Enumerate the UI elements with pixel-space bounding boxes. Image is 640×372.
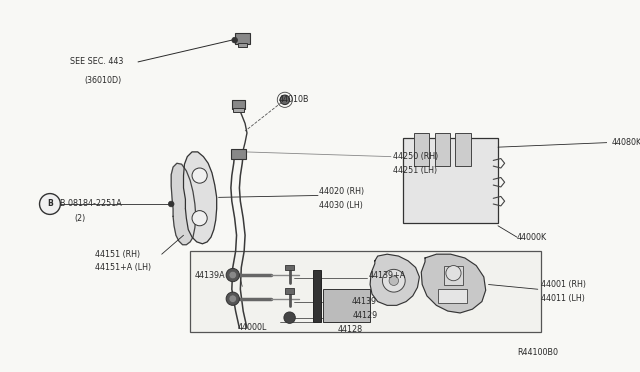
Text: (36010D): (36010D)	[84, 76, 122, 85]
Bar	[232, 100, 245, 109]
Polygon shape	[421, 254, 486, 313]
Text: 44139: 44139	[351, 297, 376, 306]
Text: B 08184-2251A: B 08184-2251A	[60, 199, 122, 208]
Text: B: B	[47, 199, 53, 208]
Text: 44128: 44128	[338, 324, 363, 334]
Text: 44129: 44129	[353, 311, 378, 320]
Circle shape	[383, 269, 405, 292]
Text: R44100B0: R44100B0	[517, 348, 558, 357]
Text: 44030 (LH): 44030 (LH)	[319, 201, 363, 211]
Text: 44000L: 44000L	[237, 323, 267, 332]
Bar	[285, 288, 294, 294]
Circle shape	[192, 211, 207, 226]
Circle shape	[284, 312, 295, 323]
Bar	[413, 133, 429, 166]
Text: 44001 (RH): 44001 (RH)	[541, 280, 586, 289]
Bar	[237, 43, 247, 47]
Text: 44251 (LH): 44251 (LH)	[393, 166, 437, 175]
Bar	[403, 138, 498, 223]
Text: 44010B: 44010B	[278, 95, 308, 104]
Text: (2): (2)	[75, 214, 86, 223]
Bar	[235, 32, 250, 44]
Bar	[444, 266, 463, 285]
Text: 44151+A (LH): 44151+A (LH)	[95, 263, 152, 272]
Bar	[285, 264, 294, 270]
Text: 44151 (RH): 44151 (RH)	[95, 250, 141, 259]
Text: 44139A: 44139A	[195, 270, 225, 279]
Bar	[456, 133, 470, 166]
Bar	[435, 133, 450, 166]
Bar	[314, 270, 321, 323]
Text: 44011 (LH): 44011 (LH)	[541, 294, 584, 303]
Circle shape	[168, 201, 174, 207]
Circle shape	[226, 292, 239, 305]
Circle shape	[229, 295, 237, 302]
Circle shape	[40, 193, 60, 214]
Circle shape	[280, 95, 290, 105]
Bar	[438, 289, 467, 304]
Bar	[323, 289, 370, 323]
Circle shape	[229, 271, 237, 279]
Bar	[231, 149, 246, 158]
Text: 44080K: 44080K	[612, 138, 640, 147]
Text: 44139+A: 44139+A	[368, 270, 406, 279]
Text: 44020 (RH): 44020 (RH)	[319, 187, 364, 196]
Text: 44000K: 44000K	[517, 232, 547, 242]
Circle shape	[446, 266, 461, 281]
Text: SEE SEC. 443: SEE SEC. 443	[70, 57, 124, 67]
Polygon shape	[370, 254, 419, 305]
Bar	[190, 251, 541, 332]
Circle shape	[389, 276, 399, 285]
Polygon shape	[171, 163, 196, 245]
Circle shape	[232, 37, 237, 43]
Circle shape	[226, 269, 239, 282]
Bar	[233, 108, 244, 112]
Circle shape	[192, 168, 207, 183]
Text: 44250 (RH): 44250 (RH)	[393, 152, 438, 161]
Polygon shape	[184, 152, 217, 244]
